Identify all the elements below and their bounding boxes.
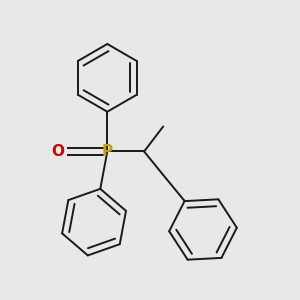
Text: P: P xyxy=(102,144,113,159)
Text: O: O xyxy=(51,144,64,159)
